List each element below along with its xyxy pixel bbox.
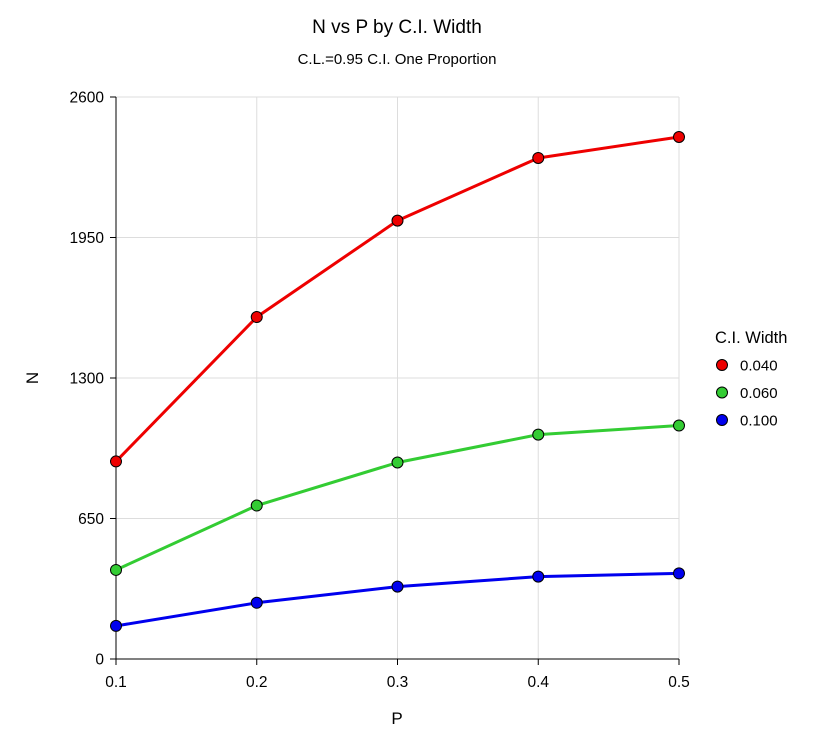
data-point [250, 499, 263, 512]
data-point [673, 419, 685, 432]
grid-lines [116, 96, 680, 659]
data-point [110, 455, 122, 468]
legend-marker [716, 386, 728, 399]
y-tick-label: 2600 [70, 90, 105, 107]
x-tick-label: 0.2 [246, 674, 268, 691]
data-point [110, 619, 122, 632]
legend: C.I. Width 0.040 0.060 0.100 [715, 329, 787, 430]
data-point [673, 567, 685, 580]
x-tick-label: 0.3 [387, 674, 409, 691]
chart-subtitle: C.L.=0.95 C.I. One Proportion [298, 51, 497, 68]
x-tick-label: 0.1 [105, 674, 127, 691]
x-tick-label: 0.5 [668, 674, 690, 691]
legend-marker [716, 414, 728, 426]
data-point [250, 596, 263, 609]
legend-title: C.I. Width [715, 329, 787, 347]
data-point [391, 214, 404, 227]
data-point [532, 428, 545, 441]
legend-label: 0.060 [740, 385, 778, 402]
legend-label: 0.040 [740, 358, 778, 375]
data-point [110, 563, 122, 576]
data-point [532, 570, 545, 583]
data-point [532, 151, 545, 164]
data-point [391, 580, 404, 593]
y-tick-label: 1300 [70, 371, 105, 388]
data-point [673, 130, 685, 143]
y-axis-label: N [23, 372, 42, 384]
data-point [391, 456, 404, 469]
legend-label: 0.100 [740, 413, 778, 430]
legend-marker [716, 359, 728, 371]
series-layer [110, 130, 685, 632]
x-tick-label: 0.4 [527, 674, 549, 691]
x-axis-label: P [391, 709, 402, 728]
series-0.060 [110, 419, 685, 576]
data-point [250, 311, 263, 324]
y-tick-label: 1950 [70, 230, 105, 247]
series-0.040 [110, 130, 685, 468]
series-0.100 [110, 567, 685, 632]
chart-title: N vs P by C.I. Width [312, 17, 482, 38]
y-tick-label: 650 [78, 511, 104, 528]
tick-labels: 0 650 1300 1950 2600 0.1 0.2 0.3 0.4 0.5 [70, 90, 690, 692]
y-tick-label: 0 [95, 652, 104, 669]
